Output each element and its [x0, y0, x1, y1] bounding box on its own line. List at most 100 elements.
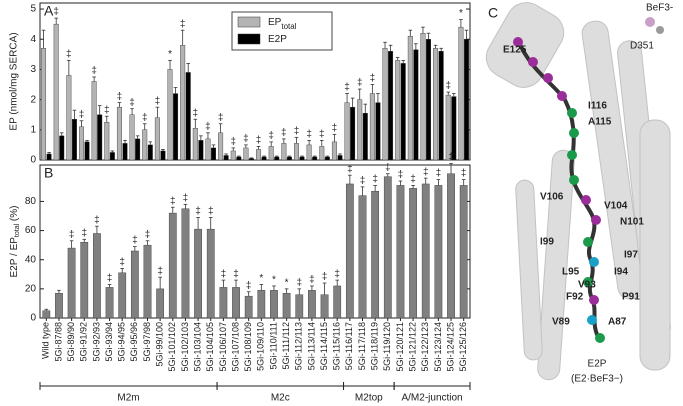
significance-marker: ‡ — [309, 275, 315, 286]
bar — [71, 119, 77, 161]
bar — [232, 287, 240, 319]
bar — [344, 102, 350, 161]
residue-label: V89 — [552, 317, 570, 328]
x-tick-label: 5Gi-117/118 — [357, 322, 367, 370]
bar — [331, 141, 337, 161]
legend-name: EP — [268, 17, 282, 28]
x-tick-label: 5Gi-91/92 — [79, 322, 89, 362]
y-tick-label: 60 — [25, 225, 37, 236]
bar — [109, 152, 115, 161]
significance-marker: ‡ — [347, 164, 353, 175]
bar — [206, 228, 215, 319]
bar — [147, 144, 153, 161]
helix — [639, 119, 671, 371]
bar — [320, 294, 329, 319]
x-tick-label: 5Gi-93/94 — [104, 322, 114, 362]
x-tick-label: 5Gi-106/107 — [218, 322, 228, 372]
atom — [569, 128, 579, 138]
y-tick-label: 0 — [30, 155, 36, 166]
bar — [160, 150, 166, 161]
bar — [270, 290, 278, 319]
bar — [236, 156, 242, 161]
y-tick-label: 0 — [30, 313, 36, 324]
atom — [591, 215, 601, 225]
atom — [528, 57, 538, 67]
helix — [515, 179, 543, 361]
significance-marker: ‡ — [344, 82, 350, 93]
significance-marker: ‡ — [281, 128, 287, 139]
significance-marker: ‡ — [145, 229, 151, 240]
bar — [55, 293, 63, 319]
bar — [375, 102, 381, 161]
residue-label: E125 — [503, 45, 527, 56]
x-tick-label: 5Gi-109/110 — [256, 322, 266, 371]
atom — [513, 37, 523, 47]
bar — [194, 228, 202, 319]
significance-marker: ‡ — [221, 269, 227, 280]
helix — [537, 149, 575, 381]
bar — [122, 143, 128, 161]
residue-label: I99 — [540, 237, 554, 248]
significance-marker: ‡ — [306, 129, 312, 140]
structure-panel: C BeF3- D351 E125 I116 A115 V106 V104 N1… — [485, 2, 673, 385]
bar — [333, 285, 342, 319]
bar — [382, 48, 388, 161]
significance-marker: ‡ — [142, 112, 148, 123]
bar — [93, 233, 101, 319]
significance-marker: ‡ — [385, 162, 391, 173]
bar — [219, 287, 228, 319]
significance-marker: ‡ — [319, 129, 325, 140]
significance-marker: * — [259, 273, 263, 284]
atom — [569, 175, 579, 185]
atom — [543, 73, 553, 83]
bar — [173, 93, 179, 161]
bar — [308, 290, 316, 319]
bar — [130, 250, 139, 319]
significance-marker: ‡ — [157, 266, 163, 277]
bar — [66, 75, 72, 161]
bar — [53, 23, 59, 161]
charts: A 0 1 2 3 4 5 EP (nmol/mg SERCA) ‡ ‡ ‡ ‡ ‡ ‡ ‡ ‡ ‡ * ‡ ‡ ‡ ‡ ‡… — [9, 2, 471, 404]
bar — [180, 45, 186, 161]
x-tick-label: 5Gi-111/112 — [281, 322, 291, 370]
residue-label: V93 — [578, 280, 596, 291]
helix — [485, 2, 565, 88]
x-tick-label: 5Gi-102/103 — [180, 322, 190, 372]
significance-marker: ‡ — [294, 126, 300, 137]
x-tick-label: 5Gi-94/95 — [117, 322, 127, 362]
bar — [369, 93, 375, 161]
residue-label: V106 — [540, 192, 564, 203]
atom — [589, 295, 599, 305]
significance-marker: ‡ — [170, 196, 176, 207]
y-tick-label: 40 — [25, 254, 37, 265]
x-tick-label: 5Gi-114/115 — [319, 322, 329, 370]
state-detail: (E2·BeF3−) — [571, 374, 623, 385]
significance-marker: ‡ — [332, 123, 338, 134]
bar — [104, 122, 110, 161]
residue-label: P91 — [622, 292, 640, 303]
bar — [409, 188, 417, 319]
group-label: A/M2-junction — [401, 393, 462, 404]
bar — [116, 106, 122, 161]
bar — [295, 294, 304, 319]
x-tick-label: 5Gi-123/124 — [433, 322, 443, 372]
x-tick-label: 5Gi-115/116 — [332, 322, 342, 370]
bar — [156, 288, 165, 319]
atom — [583, 237, 593, 247]
significance-marker: ‡ — [81, 228, 87, 239]
bar — [281, 143, 287, 161]
bar — [350, 106, 356, 161]
significance-marker: ‡ — [53, 7, 59, 18]
significance-marker: ‡ — [230, 137, 236, 148]
bar — [248, 158, 254, 161]
x-tick-label: 5Gi-95/96 — [129, 322, 139, 362]
x-tick-label: 5Gi-99/100 — [155, 322, 165, 367]
bar — [142, 129, 148, 161]
bar — [438, 51, 444, 161]
bar — [192, 128, 198, 161]
y-axis-label: EP (nmol/mg SERCA) — [9, 32, 20, 130]
residue-label: I94 — [614, 267, 628, 278]
y-axis-label: E2P / EPtotal (%) — [9, 206, 22, 278]
x-tick-label: 5Gi-92/93 — [91, 322, 101, 362]
